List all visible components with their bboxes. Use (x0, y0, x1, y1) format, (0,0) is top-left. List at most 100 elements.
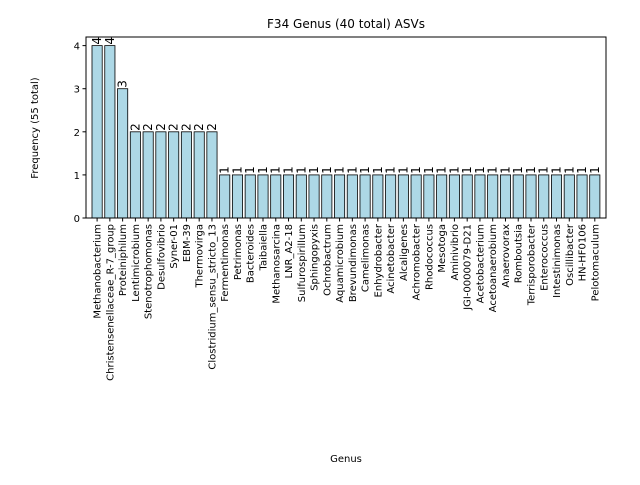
data-label: 2 (205, 123, 219, 131)
bar (372, 174, 384, 219)
bar (104, 45, 116, 219)
bar (576, 174, 588, 219)
x-tick-label: EBM-39 (182, 224, 193, 262)
x-tick-label: Mesotoga (437, 224, 448, 273)
bar (321, 174, 333, 219)
bar (525, 174, 537, 219)
x-tick-label: Thermovirga (195, 224, 206, 289)
data-label: 1 (320, 166, 334, 174)
x-tick-label: Taibaiella (259, 224, 270, 271)
x-tick-label: Achromobacter (412, 223, 423, 300)
x-tick-label: Desulfovibrio (156, 224, 167, 290)
data-label: 1 (447, 166, 461, 174)
bar (538, 174, 550, 219)
bar (308, 174, 320, 219)
data-label: 1 (345, 166, 359, 174)
x-axis: Methanobacterium Christensenellaceae_R-7_… (93, 218, 601, 381)
data-label: 1 (243, 166, 257, 174)
bar (346, 174, 358, 219)
data-label: 1 (333, 166, 347, 174)
data-label: 1 (486, 166, 500, 174)
x-tick-label: Clostridium_sensu_stricto_13 (207, 224, 218, 370)
x-tick-label: Aminivibrio (450, 224, 461, 281)
data-label: 2 (192, 123, 206, 131)
bar (423, 174, 435, 219)
bar (231, 174, 243, 219)
x-tick-label: Syner-01 (169, 224, 180, 269)
x-tick-label: Proteiniphilum (118, 224, 129, 296)
x-tick-label: Acetoanaerobium (488, 224, 499, 312)
bar (180, 131, 192, 219)
x-tick-label: Enhydrobacter (373, 223, 384, 297)
data-label: 1 (396, 166, 410, 174)
bar (270, 174, 282, 219)
data-label: 1 (588, 166, 602, 174)
bar (155, 131, 167, 219)
bar (117, 88, 129, 219)
y-axis-label: Frequency (55 total) (30, 77, 41, 179)
bar (91, 45, 103, 219)
bar (219, 174, 231, 219)
data-label: 1 (537, 166, 551, 174)
x-tick-label: Sulfurospirillum (297, 224, 308, 302)
x-tick-label: Enterococcus (539, 224, 550, 291)
x-tick-label: Anaerovorax (501, 224, 512, 288)
bar (168, 131, 180, 219)
bar (448, 174, 460, 219)
data-label: 1 (384, 166, 398, 174)
data-label: 1 (422, 166, 436, 174)
data-label: 1 (409, 166, 423, 174)
x-tick-label: HN-HF0106 (578, 224, 589, 281)
x-tick-label: Ochrobactrum (322, 224, 333, 296)
bar (461, 174, 473, 219)
data-label: 2 (128, 123, 142, 131)
x-tick-label: Terrisporobacter (526, 223, 537, 306)
x-tick-label: Methanosarcina (271, 224, 282, 304)
x-tick-label: Acetobacterium (475, 224, 486, 303)
x-tick-label: Camelimonas (361, 224, 372, 292)
x-tick-label: Oscillibacter (565, 223, 576, 286)
bar (334, 174, 346, 219)
x-tick-label: Intestinimonas (552, 224, 563, 298)
bar (551, 174, 563, 219)
data-label: 2 (179, 123, 193, 131)
data-label: 2 (154, 123, 168, 131)
x-tick-label: Sphingopyxis (310, 224, 321, 291)
y-tick-label: 2 (74, 128, 80, 139)
bar (206, 131, 218, 219)
data-label: 1 (371, 166, 385, 174)
bar (359, 174, 371, 219)
bar (512, 174, 524, 219)
bar (283, 174, 295, 219)
bar (589, 174, 601, 219)
data-label: 1 (282, 166, 296, 174)
x-tick-label: Methanobacterium (93, 224, 104, 319)
bar (295, 174, 307, 219)
bar (142, 131, 154, 219)
data-label: 1 (256, 166, 270, 174)
data-label: 1 (218, 166, 232, 174)
bar (474, 174, 486, 219)
bar (193, 131, 205, 219)
bar (563, 174, 575, 219)
y-tick-label: 1 (74, 171, 80, 182)
data-label: 1 (473, 166, 487, 174)
data-label: 1 (435, 166, 449, 174)
x-tick-label: Rhodococcus (424, 224, 435, 290)
bar (385, 174, 397, 219)
data-label: 1 (294, 166, 308, 174)
x-tick-label: Stenotrophomonas (144, 224, 155, 319)
bar (436, 174, 448, 219)
x-tick-label: JGI-0000079-D21 (463, 224, 474, 311)
data-label: 1 (575, 166, 589, 174)
bar (487, 174, 499, 219)
data-label: 1 (269, 166, 283, 174)
data-label: 1 (550, 166, 564, 174)
y-axis: 0 1 2 3 4 (74, 42, 86, 225)
x-tick-label: Acinetobacter (386, 223, 397, 294)
x-tick-label: Petrimonas (233, 224, 244, 280)
x-tick-label: Alcaligenes (399, 224, 410, 281)
